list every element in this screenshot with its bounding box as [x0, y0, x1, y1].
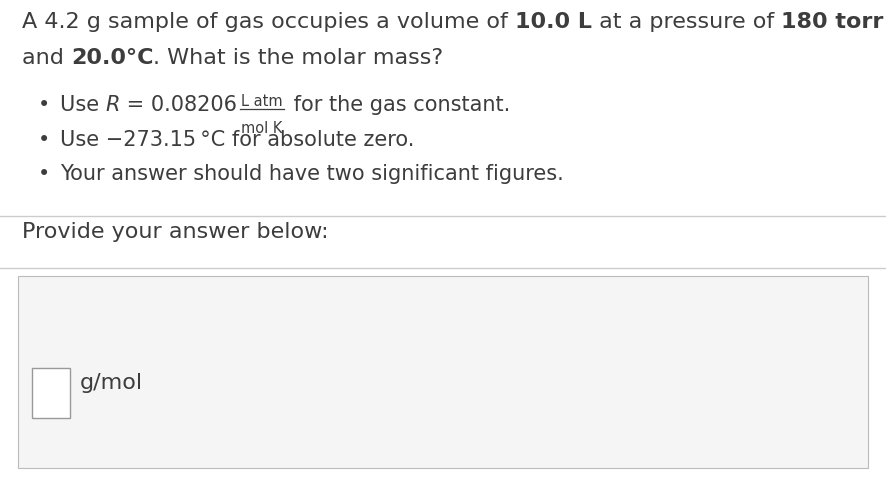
Text: Provide your answer below:: Provide your answer below: — [22, 222, 329, 242]
Text: mol K: mol K — [242, 121, 283, 136]
Text: 10.0 L: 10.0 L — [515, 12, 592, 32]
Text: 20.0°C: 20.0°C — [71, 48, 153, 68]
Text: g/mol: g/mol — [80, 373, 144, 393]
Text: and: and — [22, 48, 71, 68]
Text: •: • — [38, 164, 51, 184]
Text: at a pressure of: at a pressure of — [592, 12, 781, 32]
Text: Use −273.15 °C for absolute zero.: Use −273.15 °C for absolute zero. — [60, 130, 415, 150]
Text: R: R — [105, 95, 120, 115]
Text: Your answer should have two significant figures.: Your answer should have two significant … — [60, 164, 563, 184]
FancyBboxPatch shape — [32, 368, 70, 418]
Text: •: • — [38, 130, 51, 150]
Text: Use: Use — [60, 95, 105, 115]
FancyBboxPatch shape — [18, 276, 868, 468]
Text: A 4.2 g sample of gas occupies a volume of: A 4.2 g sample of gas occupies a volume … — [22, 12, 515, 32]
Text: •: • — [38, 95, 51, 115]
Text: L atm: L atm — [241, 94, 283, 109]
Text: 180 torr: 180 torr — [781, 12, 883, 32]
Text: = 0.08206: = 0.08206 — [120, 95, 241, 115]
Text: . What is the molar mass?: . What is the molar mass? — [153, 48, 444, 68]
Text: for the gas constant.: for the gas constant. — [287, 95, 510, 115]
